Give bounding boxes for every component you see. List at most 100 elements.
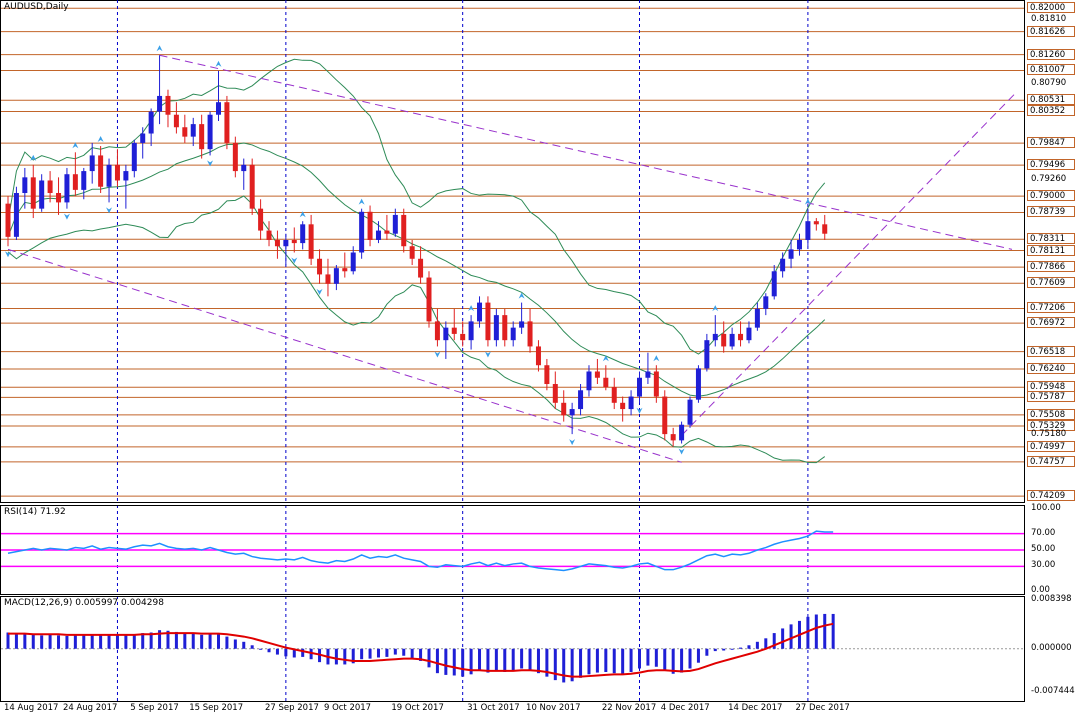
fractal-down-icon [207,160,214,167]
macd-histogram-bar [781,628,785,649]
macd-histogram-bar [419,648,423,661]
candle-body [224,102,230,143]
macd-histogram-bar [23,634,27,649]
price-level-label: 0.76518 [1027,345,1075,357]
rsi-pane[interactable]: RSI(14) 71.92 [0,505,1080,595]
candle-body [89,155,95,172]
price-level-label: 0.76972 [1027,317,1075,329]
macd-histogram-bar [73,635,77,649]
macd-histogram-bar [57,635,61,649]
candle-body [519,321,525,328]
price-axis-tick: 0.79260 [1031,173,1067,184]
candle-body [763,296,769,309]
macd-histogram-bar [553,648,557,681]
macd-histogram-bar [663,648,667,671]
candle-body [300,224,306,244]
price-pane[interactable]: AUDUSD,Daily [0,0,1080,503]
candle-body [81,171,87,190]
candle-body [216,102,221,115]
candle-body [384,230,390,234]
macd-label: MACD(12,26,9) 0.005997 0.004298 [4,598,164,608]
fractal-down-icon [5,251,11,258]
price-axis-tick: 0.81810 [1031,14,1067,25]
date-axis-label: 27 Sep 2017 [265,703,319,713]
macd-histogram-bar [604,648,608,672]
candle-body [106,164,112,187]
macd-histogram-bar [511,648,515,671]
rsi-axis-tick: 100.00 [1031,503,1061,513]
macd-histogram-bar [494,648,498,671]
candle-body [39,180,45,209]
candle-body [771,271,777,297]
candle-body [72,174,78,190]
candle-body [333,268,339,284]
macd-histogram-bar [48,634,52,649]
date-axis-label: 14 Dec 2017 [728,703,783,713]
candle-body [502,315,508,341]
candle-body [409,246,415,259]
candle-body [788,249,794,259]
candle-body [5,203,11,237]
date-axis-label: 24 Aug 2017 [62,703,118,713]
candle-body [552,384,558,403]
fractal-up-icon [358,198,365,205]
macd-histogram-bar [284,648,288,657]
macd-histogram-bar [200,634,204,649]
price-chart[interactable] [0,0,1080,503]
macd-frame [0,596,1025,702]
macd-axis-tick: 0.000000 [1031,642,1072,653]
rsi-line [7,530,834,572]
candle-body [13,193,19,237]
candle-body [645,371,651,378]
macd-histogram-bar [806,616,810,649]
macd-histogram-bar [823,613,827,649]
fractal-up-icon [156,45,163,52]
candle-body [190,124,196,137]
price-level-label: 0.77206 [1027,302,1075,314]
candle-body [274,239,280,247]
candle-body [114,164,120,181]
price-level-label: 0.78311 [1027,233,1075,245]
fractal-down-icon [63,213,70,220]
macd-histogram-bar [217,634,220,649]
candle-body [266,230,272,240]
fractal-up-icon [97,136,104,143]
price-level-label: 0.81007 [1027,64,1075,76]
candle-body [47,180,53,194]
candle-body [131,142,137,172]
price-level-label: 0.74997 [1027,440,1075,452]
macd-histogram-bar [452,648,456,676]
rsi-chart[interactable] [0,505,1080,595]
candle-body [367,211,373,240]
candle-body [822,224,828,234]
candle-body [325,274,331,284]
macd-histogram-bar [115,634,119,649]
candle-body [157,95,163,112]
candle-body [401,214,407,247]
price-level-label: 0.81260 [1027,48,1075,60]
macd-pane[interactable]: MACD(12,26,9) 0.005997 0.004298 [0,596,1080,702]
macd-histogram-bar [435,648,439,674]
macd-histogram-bar [31,634,35,649]
macd-histogram-bar [528,648,532,671]
macd-histogram-bar [242,641,246,649]
fractal-down-icon [678,448,685,455]
macd-chart[interactable] [0,596,1080,702]
trend-support-line [681,94,1015,436]
candle-body [780,258,786,272]
candle-body [451,327,457,334]
date-axis-label: 31 Oct 2017 [467,703,520,713]
macd-histogram-bar [6,632,10,649]
fractal-down-icon [484,351,491,358]
candle-body [64,174,70,203]
candle-body [418,258,424,278]
fractal-up-icon [712,305,719,312]
macd-histogram-bar [158,630,162,649]
macd-histogram-bar [267,648,271,653]
date-axis-label: 9 Oct 2017 [323,703,372,713]
macd-histogram-bar [385,648,389,657]
macd-histogram-bar [646,648,650,666]
macd-histogram-bar [629,648,633,672]
fractal-down-icon [434,351,441,358]
macd-histogram-bar [503,648,507,672]
